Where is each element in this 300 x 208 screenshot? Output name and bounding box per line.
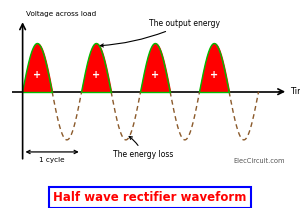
Text: 1 cycle: 1 cycle [39, 157, 65, 163]
Text: Half wave rectifier waveform: Half wave rectifier waveform [53, 191, 247, 204]
Text: The energy loss: The energy loss [113, 136, 174, 160]
Text: The output energy: The output energy [100, 19, 220, 47]
Text: +: + [92, 70, 101, 80]
Text: Voltage across load: Voltage across load [26, 11, 96, 17]
Text: +: + [33, 70, 41, 80]
Text: ElecCircuit.com: ElecCircuit.com [234, 158, 285, 164]
Text: +: + [151, 70, 159, 80]
Text: +: + [210, 70, 218, 80]
Text: Time: Time [290, 87, 300, 96]
